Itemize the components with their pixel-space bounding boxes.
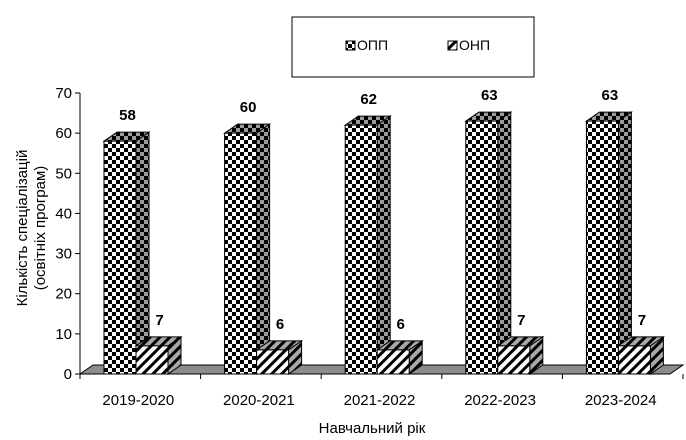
legend-swatch-opp: [345, 40, 356, 51]
bar-side-face: [497, 111, 512, 375]
axes: 0 10 20 30 40 50 60 70 2019-2020 2020-2021 2021-20…: [55, 85, 684, 409]
x-tick-label: 2021-2022: [344, 392, 416, 409]
x-tick-label: 2022-2023: [464, 392, 536, 409]
data-label-opp: 58: [119, 107, 136, 124]
bar-front-face: [585, 120, 619, 375]
data-labels: 58 7 60 6 62 6 63 7 63 7: [119, 87, 646, 333]
y-tick-label: 40: [55, 205, 72, 222]
legend-swatch-onp: [447, 40, 458, 51]
bar-front-face: [135, 345, 169, 375]
bar-opp: [343, 115, 392, 375]
data-label-opp: 63: [481, 87, 498, 104]
data-label-onp: 6: [397, 316, 405, 333]
bar-front-face: [465, 120, 499, 375]
data-label-onp: 6: [276, 316, 284, 333]
bar-onp: [496, 335, 545, 375]
bar-opp: [584, 111, 634, 375]
data-label-opp: 60: [240, 99, 257, 116]
bar-opp: [464, 111, 513, 375]
bar-front-face: [103, 140, 137, 375]
x-tick-label: 2020-2021: [223, 392, 295, 409]
x-tick-label: 2023-2024: [585, 392, 657, 409]
y-tick-label: 20: [55, 286, 72, 303]
legend-label-opp: ОПП: [357, 37, 388, 53]
bar-front-face: [376, 349, 410, 375]
bar-front-face: [497, 345, 531, 375]
y-axis-title-line-2: (освітніх програм): [32, 166, 49, 291]
data-label-opp: 62: [360, 91, 377, 108]
bar-side-face: [617, 111, 632, 375]
x-tick-label: 2019-2020: [102, 392, 174, 409]
bar-side-face: [376, 115, 391, 375]
bar-onp: [254, 339, 304, 375]
y-tick-label: 70: [55, 85, 72, 102]
bar-onp: [375, 339, 424, 375]
y-axis-title: Кількість спеціалізацій (освітніх програ…: [14, 150, 49, 307]
bars: [102, 111, 666, 375]
y-axis-title-line-1: Кількість спеціалізацій: [14, 150, 31, 307]
y-tick-label: 50: [55, 165, 72, 182]
legend-box: [291, 16, 535, 78]
legend: ОПП ОНП: [291, 16, 535, 78]
y-tick-label: 0: [64, 366, 72, 383]
bar-opp: [102, 131, 151, 375]
y-tick-label: 10: [55, 326, 72, 343]
bar-onp: [134, 335, 183, 375]
data-label-onp: 7: [638, 312, 646, 329]
bar-front-face: [344, 124, 378, 375]
data-label-onp: 7: [155, 312, 163, 329]
bar-front-face: [256, 349, 290, 375]
x-axis-title: Навчальний рік: [319, 420, 426, 437]
y-tick-label: 30: [55, 246, 72, 263]
bar-side-face: [256, 123, 271, 375]
bar-front-face: [224, 132, 258, 375]
bar-onp: [616, 335, 666, 375]
data-label-onp: 7: [517, 312, 525, 329]
legend-label-onp: ОНП: [459, 37, 490, 53]
data-label-opp: 63: [602, 87, 619, 104]
y-tick-label: 60: [55, 125, 72, 142]
bar-opp: [222, 123, 272, 375]
bar-front-face: [617, 345, 651, 375]
